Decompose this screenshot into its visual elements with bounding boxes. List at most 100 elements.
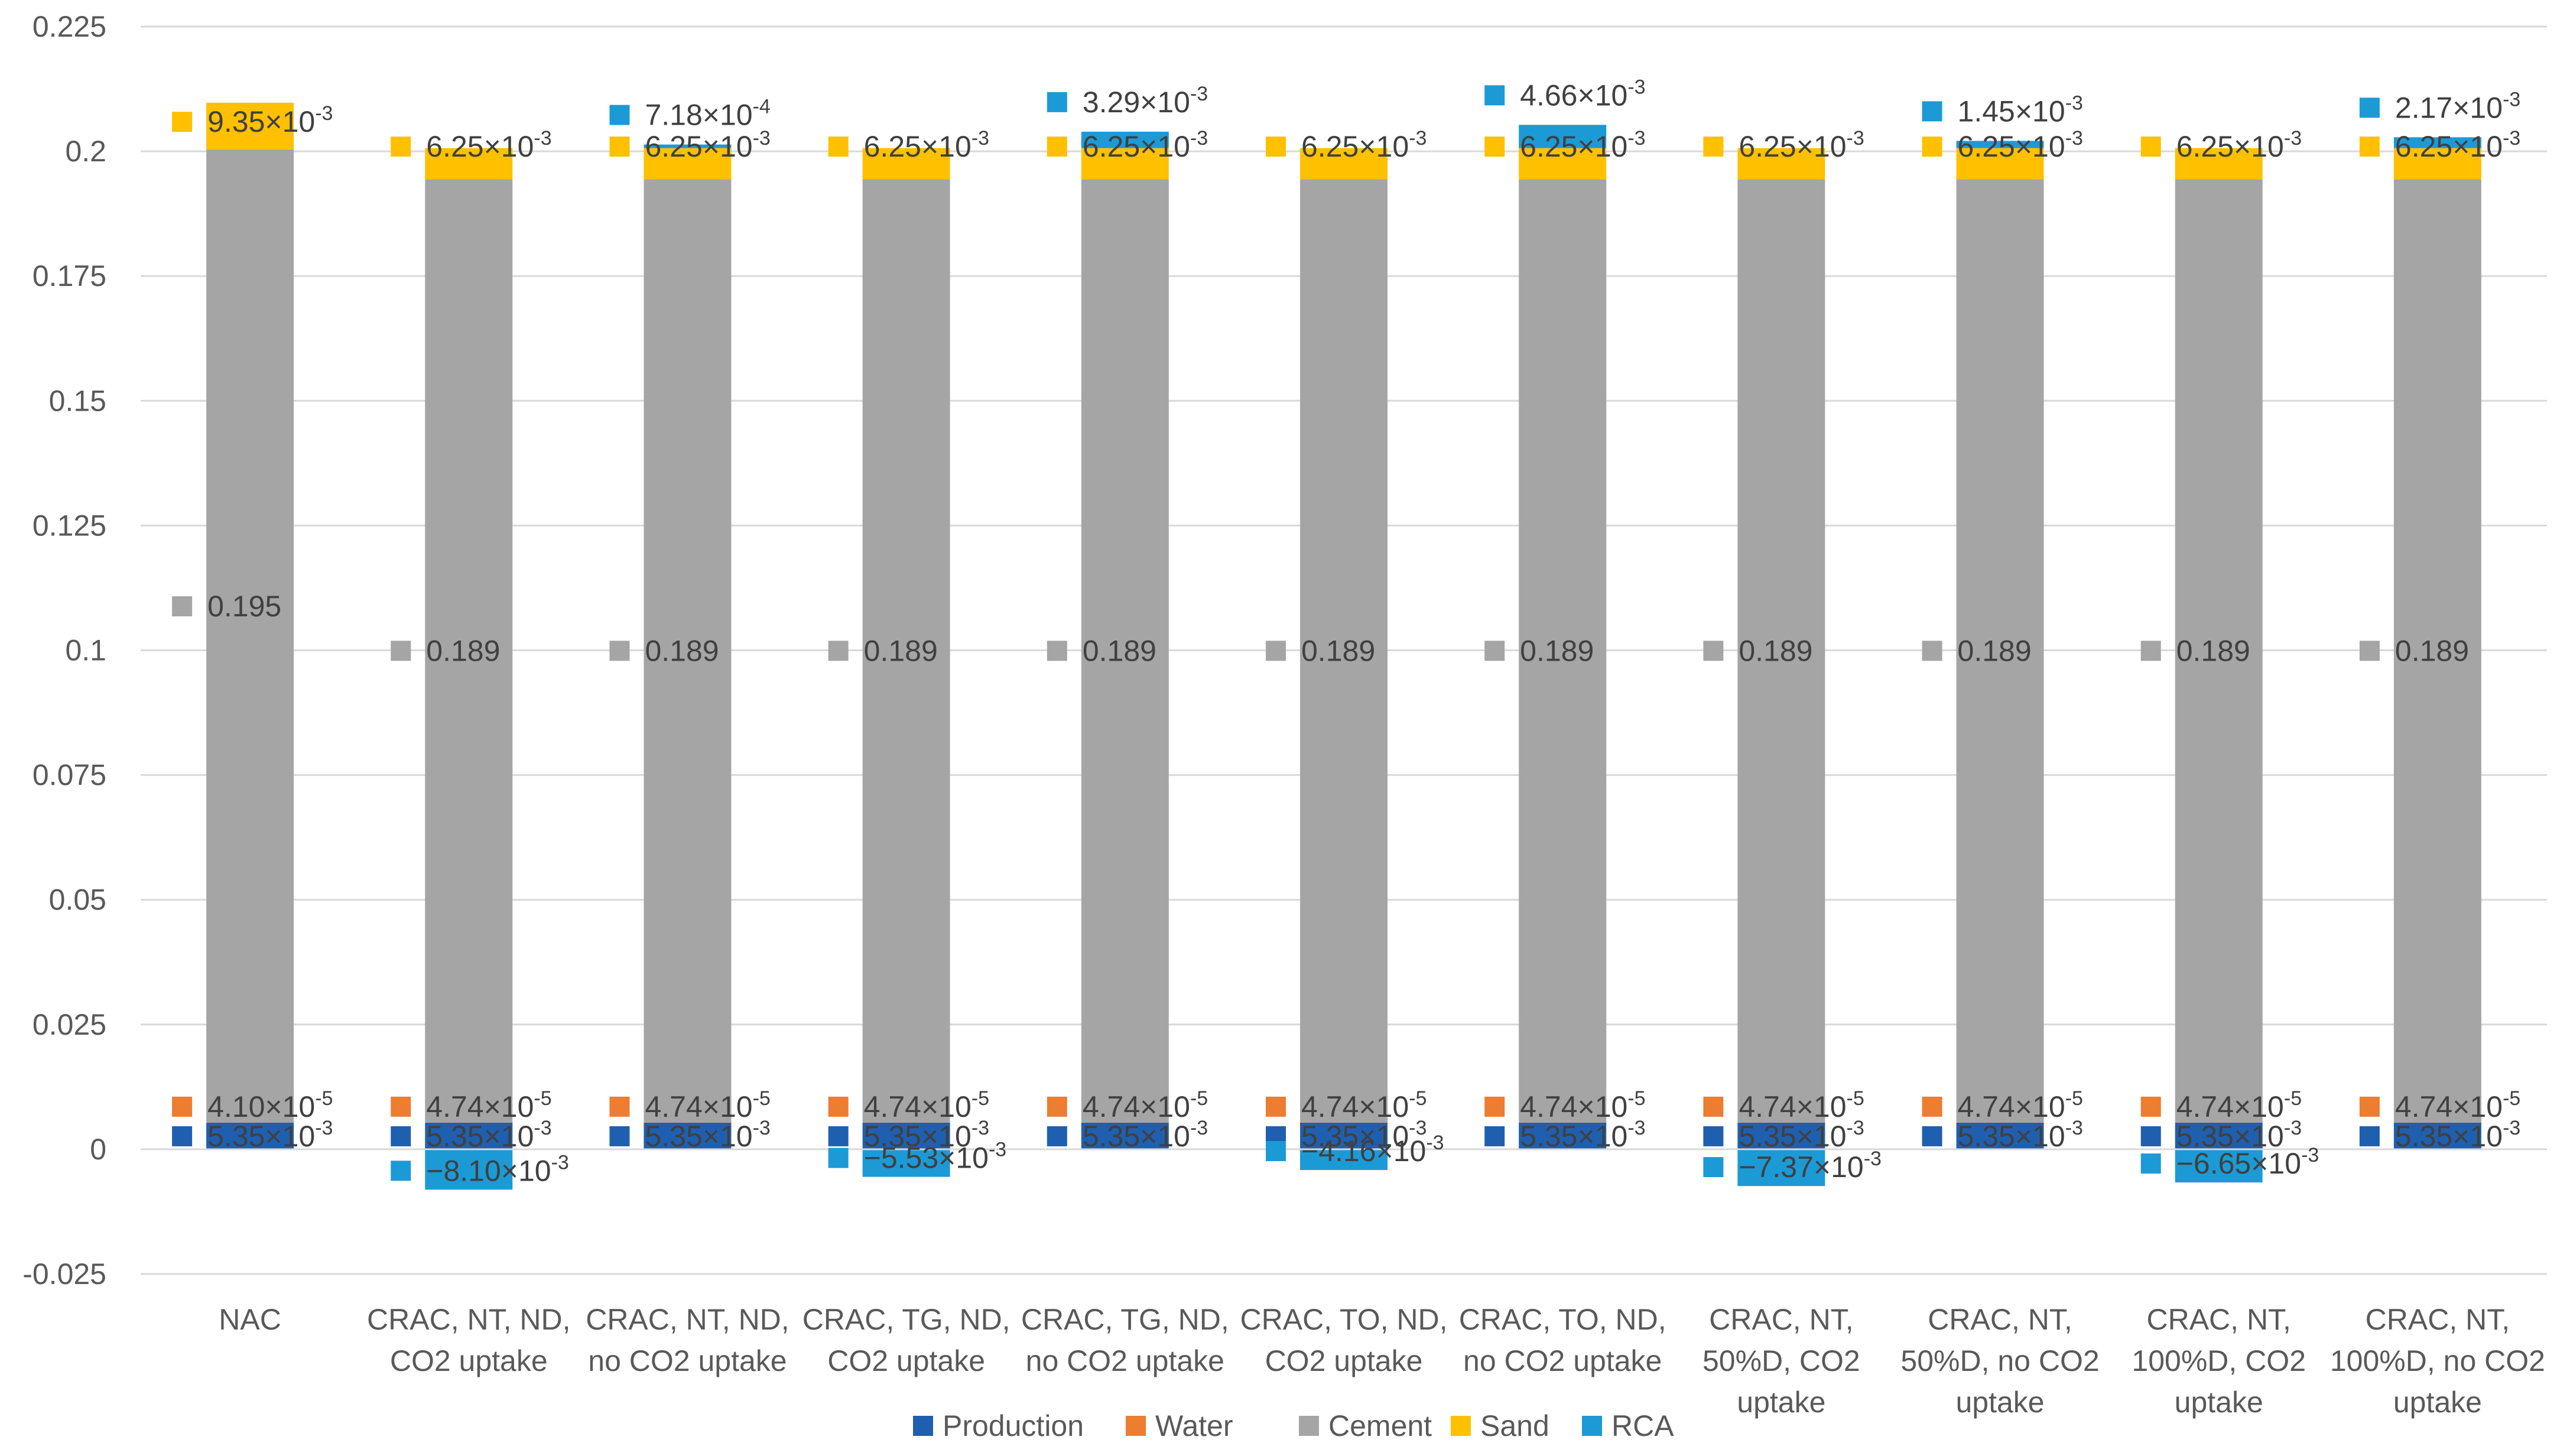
data-label-mantissa: 5.35 [1958,1120,2015,1153]
category-label-10: uptake [2393,1386,2482,1419]
bar-production-3 [862,1122,950,1149]
label-key-production-6 [1484,1126,1505,1146]
data-label-mantissa: 0.189 [1083,634,1156,667]
label-key-rca-10 [2359,98,2380,118]
data-label-mantissa: 0.189 [426,634,500,667]
data-label-exponent: -3 [315,1117,333,1139]
data-label-mantissa: 0.189 [1301,634,1375,667]
category-label-6: no CO2 uptake [1463,1344,1662,1377]
data-label-mantissa: 0.189 [1958,634,2032,667]
legend-key-rca [1582,1416,1602,1436]
category-label-5: CO2 uptake [1265,1344,1423,1377]
data-label-mantissa: 0.189 [864,634,938,667]
data-label-mantissa: 6.25 [426,130,483,163]
bar-cement-6 [1519,179,1607,1123]
data-label-exponent: -3 [551,1151,569,1174]
label-key-water-4 [1047,1096,1067,1117]
data-label-exponent: -5 [534,1087,551,1110]
category-label-8: 50%D, no CO2 [1900,1344,2099,1377]
label-key-cement-1 [391,641,411,661]
bar-rca-8 [1956,141,2044,148]
label-key-water-3 [828,1096,849,1117]
data-label-exponent: -3 [2284,1117,2302,1139]
data-label-mantissa: 4.74 [1301,1090,1359,1123]
y-tick-label: 0.05 [49,883,106,916]
category-label-4: CRAC, TG, ND, [1021,1303,1229,1336]
data-label-cement-1: 0.189 [426,634,500,667]
data-label-exponent: -3 [1627,1117,1645,1139]
legend-key-sand [1451,1416,1471,1436]
label-key-sand-9 [2140,136,2161,157]
data-label-mantissa: 0.189 [645,634,719,667]
data-label-rca-5: −4.16×10-3 [1301,1132,1444,1168]
data-label-production-10: 5.35×10-3 [2395,1117,2520,1153]
bar-rca-10 [2393,137,2481,148]
data-label-exponent: -3 [1190,127,1208,150]
label-key-water-8 [1922,1096,1942,1117]
category-label-1: CRAC, NT, ND, [367,1303,570,1336]
label-key-production-10 [2359,1126,2380,1146]
data-label-mantissa: 4.74 [645,1090,702,1123]
data-label-exponent: -5 [1190,1087,1208,1110]
label-key-sand-3 [828,136,849,157]
data-label-sand-3: 6.25×10-3 [864,127,989,163]
data-label-exponent: -3 [2503,127,2520,150]
data-labels: 5.35×10-3 5.35×10-3 5.35×10-3 5.35×10-3 5.35… [172,76,2520,1187]
data-label-exponent: -3 [1190,1117,1208,1139]
bar-production-2 [644,1122,732,1149]
data-label-mantissa: 5.35 [1301,1120,1359,1153]
y-tick-label: 0 [90,1133,106,1166]
bar-sand-8 [1956,148,2044,180]
data-label-exponent: -5 [972,1087,989,1110]
y-tick-label: 0.2 [65,135,106,168]
data-label-cement-0: 0.195 [207,590,281,623]
data-label-exponent: -5 [2284,1087,2302,1110]
legend: Production Water Cement Sand RCA [913,1409,1674,1442]
category-label-6: CRAC, TO, ND, [1459,1303,1666,1336]
label-key-sand-8 [1922,136,1942,157]
data-label-exponent: -3 [1190,83,1208,105]
data-label-cement-5: 0.189 [1301,634,1375,667]
data-label-mantissa: 4.74 [864,1090,921,1123]
category-label-10: CRAC, NT, [2366,1303,2510,1336]
label-key-water-1 [391,1096,411,1117]
data-label-mantissa: 4.10 [207,1090,265,1123]
bar-rca-3 [862,1149,950,1177]
data-label-production-5: 5.35×10-3 [1301,1117,1427,1153]
y-tick-label: 0.15 [49,384,106,417]
category-label-8: CRAC, NT, [1928,1303,2072,1336]
bar-production-10 [2393,1122,2481,1149]
bar-production-8 [1956,1122,2044,1149]
category-label-8: uptake [1955,1386,2044,1419]
label-key-rca-4 [1047,92,1067,112]
data-label-exponent: -3 [1864,1148,1882,1170]
data-label-sand-1: 6.25×10-3 [426,127,551,163]
x-axis-category-labels: NAC CRAC, NT, ND, CO2 uptake CRAC, NT, ND, n… [219,1303,2545,1419]
label-key-rca-9 [2140,1153,2161,1174]
label-key-cement-6 [1484,641,1505,661]
data-label-water-5: 4.74×10-5 [1301,1087,1427,1123]
data-label-water-1: 4.74×10-5 [426,1087,551,1123]
data-label-mantissa: 9.35 [207,105,265,138]
bar-sand-3 [862,148,950,180]
category-label-4: no CO2 uptake [1026,1344,1224,1377]
category-label-10: 100%D, no CO2 [2330,1344,2545,1377]
label-key-production-2 [609,1126,630,1146]
data-label-exponent: -3 [1627,127,1645,150]
label-key-sand-2 [609,136,630,157]
data-label-production-4: 5.35×10-3 [1083,1117,1208,1153]
data-label-sand-5: 6.25×10-3 [1301,127,1427,163]
data-label-cement-9: 0.189 [2176,634,2250,667]
bar-rca-5 [1300,1149,1388,1171]
data-label-exponent: -3 [1627,76,1645,98]
data-label-exponent: -3 [315,102,333,125]
data-label-exponent: -3 [2503,1117,2520,1139]
data-label-rca-6: 4.66×10-3 [1520,76,1645,112]
label-key-sand-10 [2359,136,2380,157]
data-label-water-9: 4.74×10-5 [2176,1087,2302,1123]
data-label-rca-3: −5.53×10-3 [864,1139,1007,1175]
data-label-sand-0: 9.35×10-3 [207,102,333,138]
bar-sand-4 [1081,148,1169,180]
data-label-cement-2: 0.189 [645,634,719,667]
